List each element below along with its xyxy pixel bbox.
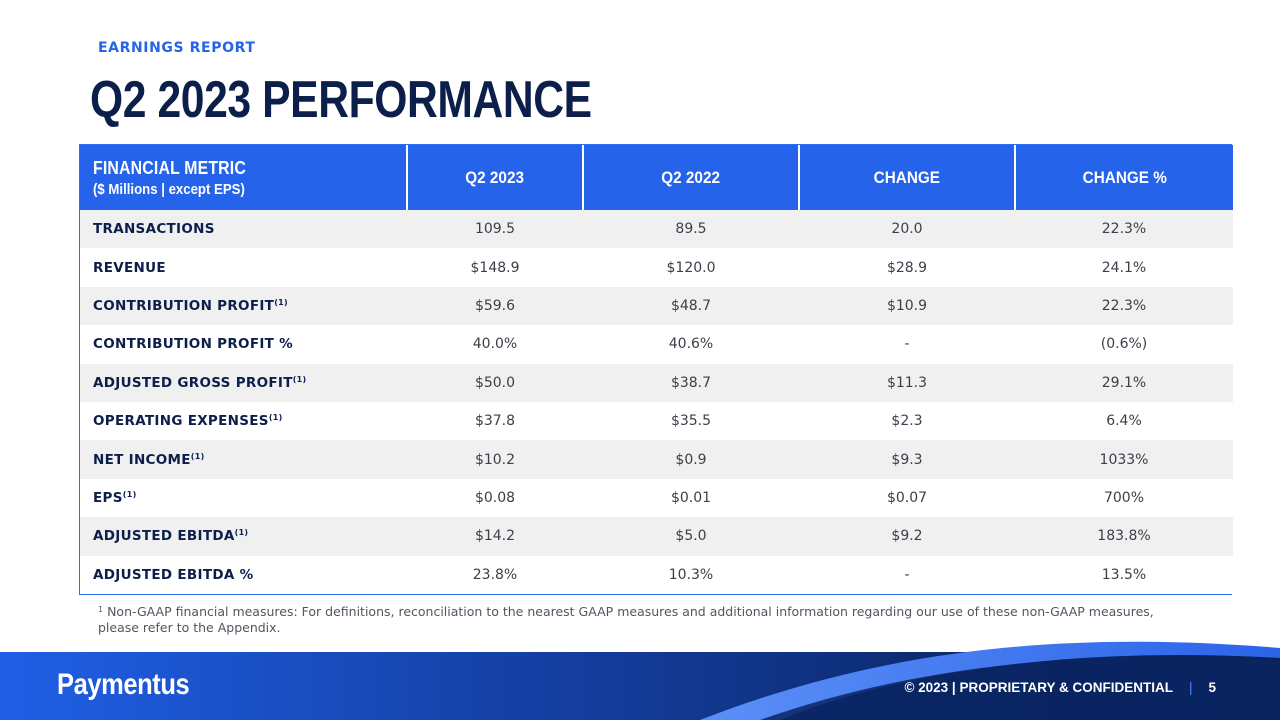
q2-2022-cell: $38.7 bbox=[583, 363, 799, 402]
metric-label: EPS bbox=[93, 489, 123, 506]
header-change: CHANGE bbox=[799, 145, 1016, 210]
header-q2-2022: Q2 2022 bbox=[583, 145, 800, 210]
q2-2023-cell: $14.2 bbox=[407, 517, 583, 556]
q2-2022-cell: $0.01 bbox=[583, 478, 799, 518]
footer-separator: | bbox=[1188, 680, 1193, 695]
copyright-text: © 2023 | PROPRIETARY & CONFIDENTIAL bbox=[904, 680, 1173, 695]
q2-2022-cell: $48.7 bbox=[583, 286, 799, 326]
change-cell: - bbox=[799, 325, 1015, 364]
metric-label: ADJUSTED EBITDA % bbox=[93, 566, 254, 583]
q2-2023-cell: $50.0 bbox=[407, 363, 583, 402]
change-cell: $9.2 bbox=[799, 517, 1015, 556]
metric-cell: EPS(1) bbox=[80, 478, 407, 518]
q2-2022-cell: $0.9 bbox=[583, 440, 799, 479]
q2-2023-cell: $59.6 bbox=[407, 286, 583, 326]
metric-label: CONTRIBUTION PROFIT % bbox=[93, 336, 294, 353]
change-cell: $0.07 bbox=[799, 478, 1015, 518]
metric-cell: OPERATING EXPENSES(1) bbox=[80, 401, 407, 441]
q2-2023-cell: 40.0% bbox=[407, 325, 583, 364]
table-row: EPS(1) $0.08 $0.01 $0.07 700% bbox=[80, 478, 1233, 518]
metric-cell: TRANSACTIONS bbox=[80, 210, 407, 249]
performance-table: FINANCIAL METRIC ($ Millions | except EP… bbox=[79, 144, 1233, 595]
header-q2-2023: Q2 2023 bbox=[407, 145, 584, 210]
footnote-ref: (1) bbox=[268, 413, 283, 423]
q2-2022-cell: 40.6% bbox=[583, 325, 799, 364]
change-pct-cell: 700% bbox=[1015, 478, 1233, 518]
footnote-ref: (1) bbox=[274, 297, 288, 307]
footer-wave-graphic bbox=[0, 641, 1280, 720]
change-cell: 20.0 bbox=[799, 210, 1015, 249]
metric-cell: CONTRIBUTION PROFIT % bbox=[80, 325, 407, 364]
change-cell: - bbox=[799, 555, 1015, 594]
metric-cell: ADJUSTED EBITDA(1) bbox=[80, 517, 407, 556]
metric-cell: ADJUSTED EBITDA % bbox=[80, 555, 407, 594]
change-pct-cell: 29.1% bbox=[1015, 363, 1233, 402]
metric-label: OPERATING EXPENSES bbox=[93, 413, 269, 430]
metric-cell: NET INCOME(1) bbox=[80, 440, 407, 479]
q2-2023-cell: 23.8% bbox=[407, 555, 583, 594]
q2-2023-cell: $10.2 bbox=[407, 440, 583, 479]
metric-label: NET INCOME bbox=[93, 451, 191, 468]
header-financial-metric: FINANCIAL METRIC ($ Millions | except EP… bbox=[80, 145, 408, 210]
table-header-row: FINANCIAL METRIC ($ Millions | except EP… bbox=[80, 145, 1233, 210]
q2-2022-cell: $5.0 bbox=[583, 517, 799, 556]
change-cell: $28.9 bbox=[799, 248, 1015, 287]
metric-cell: CONTRIBUTION PROFIT(1) bbox=[80, 286, 407, 326]
change-cell: $9.3 bbox=[799, 440, 1015, 479]
table-row: TRANSACTIONS 109.5 89.5 20.0 22.3% bbox=[80, 210, 1233, 249]
footer-legal: © 2023 | PROPRIETARY & CONFIDENTIAL | 5 bbox=[904, 680, 1216, 695]
footer-band: Paymentus © 2023 | PROPRIETARY & CONFIDE… bbox=[0, 620, 1280, 720]
change-pct-cell: 1033% bbox=[1015, 440, 1233, 479]
change-cell: $10.9 bbox=[799, 286, 1015, 326]
page-number: 5 bbox=[1208, 680, 1216, 695]
q2-2022-cell: $120.0 bbox=[583, 248, 799, 287]
metric-cell: REVENUE bbox=[80, 248, 407, 287]
table-row: NET INCOME(1) $10.2 $0.9 $9.3 1033% bbox=[80, 440, 1233, 479]
q2-2023-cell: $148.9 bbox=[407, 248, 583, 287]
change-cell: $2.3 bbox=[799, 401, 1015, 441]
metric-label: REVENUE bbox=[93, 259, 166, 276]
footnote-ref: (1) bbox=[234, 528, 249, 538]
table-row: ADJUSTED EBITDA % 23.8% 10.3% -13.5% bbox=[80, 555, 1233, 594]
metric-cell: ADJUSTED GROSS PROFIT(1) bbox=[80, 363, 407, 402]
change-pct-cell: 22.3% bbox=[1015, 210, 1233, 249]
metric-label: TRANSACTIONS bbox=[93, 221, 215, 238]
footnote: 1 Non-GAAP financial measures: For defin… bbox=[98, 602, 1178, 636]
table-row: OPERATING EXPENSES(1) $37.8 $35.5 $2.3 6.4% bbox=[80, 401, 1233, 441]
table-row: CONTRIBUTION PROFIT % 40.0% 40.6% - (0.6%) bbox=[80, 325, 1233, 364]
q2-2023-cell: $0.08 bbox=[407, 478, 583, 518]
header-change-pct: CHANGE % bbox=[1015, 145, 1233, 210]
footnote-text: Non-GAAP financial measures: For definit… bbox=[98, 604, 1154, 635]
table-row: ADJUSTED EBITDA(1) $14.2 $5.0 $9.2 183.8% bbox=[80, 517, 1233, 556]
footnote-ref: (1) bbox=[122, 489, 137, 499]
q2-2022-cell: 89.5 bbox=[583, 210, 799, 249]
q2-2022-cell: $35.5 bbox=[583, 401, 799, 441]
change-pct-cell: 6.4% bbox=[1015, 401, 1233, 441]
footnote-marker: 1 bbox=[98, 605, 104, 614]
footnote-ref: (1) bbox=[292, 374, 307, 384]
page-title: Q2 2023 PERFORMANCE bbox=[90, 71, 592, 129]
metric-label: ADJUSTED GROSS PROFIT bbox=[93, 374, 293, 391]
q2-2023-cell: $37.8 bbox=[407, 401, 583, 441]
change-pct-cell: (0.6%) bbox=[1015, 325, 1233, 364]
paymentus-logo: Paymentus bbox=[57, 668, 190, 701]
table-row: REVENUE $148.9 $120.0 $28.9 24.1% bbox=[80, 248, 1233, 287]
footnote-ref: (1) bbox=[190, 451, 205, 461]
change-pct-cell: 13.5% bbox=[1015, 555, 1233, 594]
change-cell: $11.3 bbox=[799, 363, 1015, 402]
table-row: ADJUSTED GROSS PROFIT(1) $50.0 $38.7 $11.3 2… bbox=[80, 363, 1233, 402]
q2-2023-cell: 109.5 bbox=[407, 210, 583, 249]
change-pct-cell: 24.1% bbox=[1015, 248, 1233, 287]
q2-2022-cell: 10.3% bbox=[583, 555, 799, 594]
change-pct-cell: 183.8% bbox=[1015, 517, 1233, 556]
metric-label: ADJUSTED EBITDA bbox=[93, 528, 235, 545]
change-pct-cell: 22.3% bbox=[1015, 286, 1233, 326]
metric-label: CONTRIBUTION PROFIT bbox=[93, 297, 275, 314]
eyebrow-label: EARNINGS REPORT bbox=[98, 40, 256, 56]
table-row: CONTRIBUTION PROFIT(1) $59.6 $48.7 $10.9 22.… bbox=[80, 286, 1233, 326]
